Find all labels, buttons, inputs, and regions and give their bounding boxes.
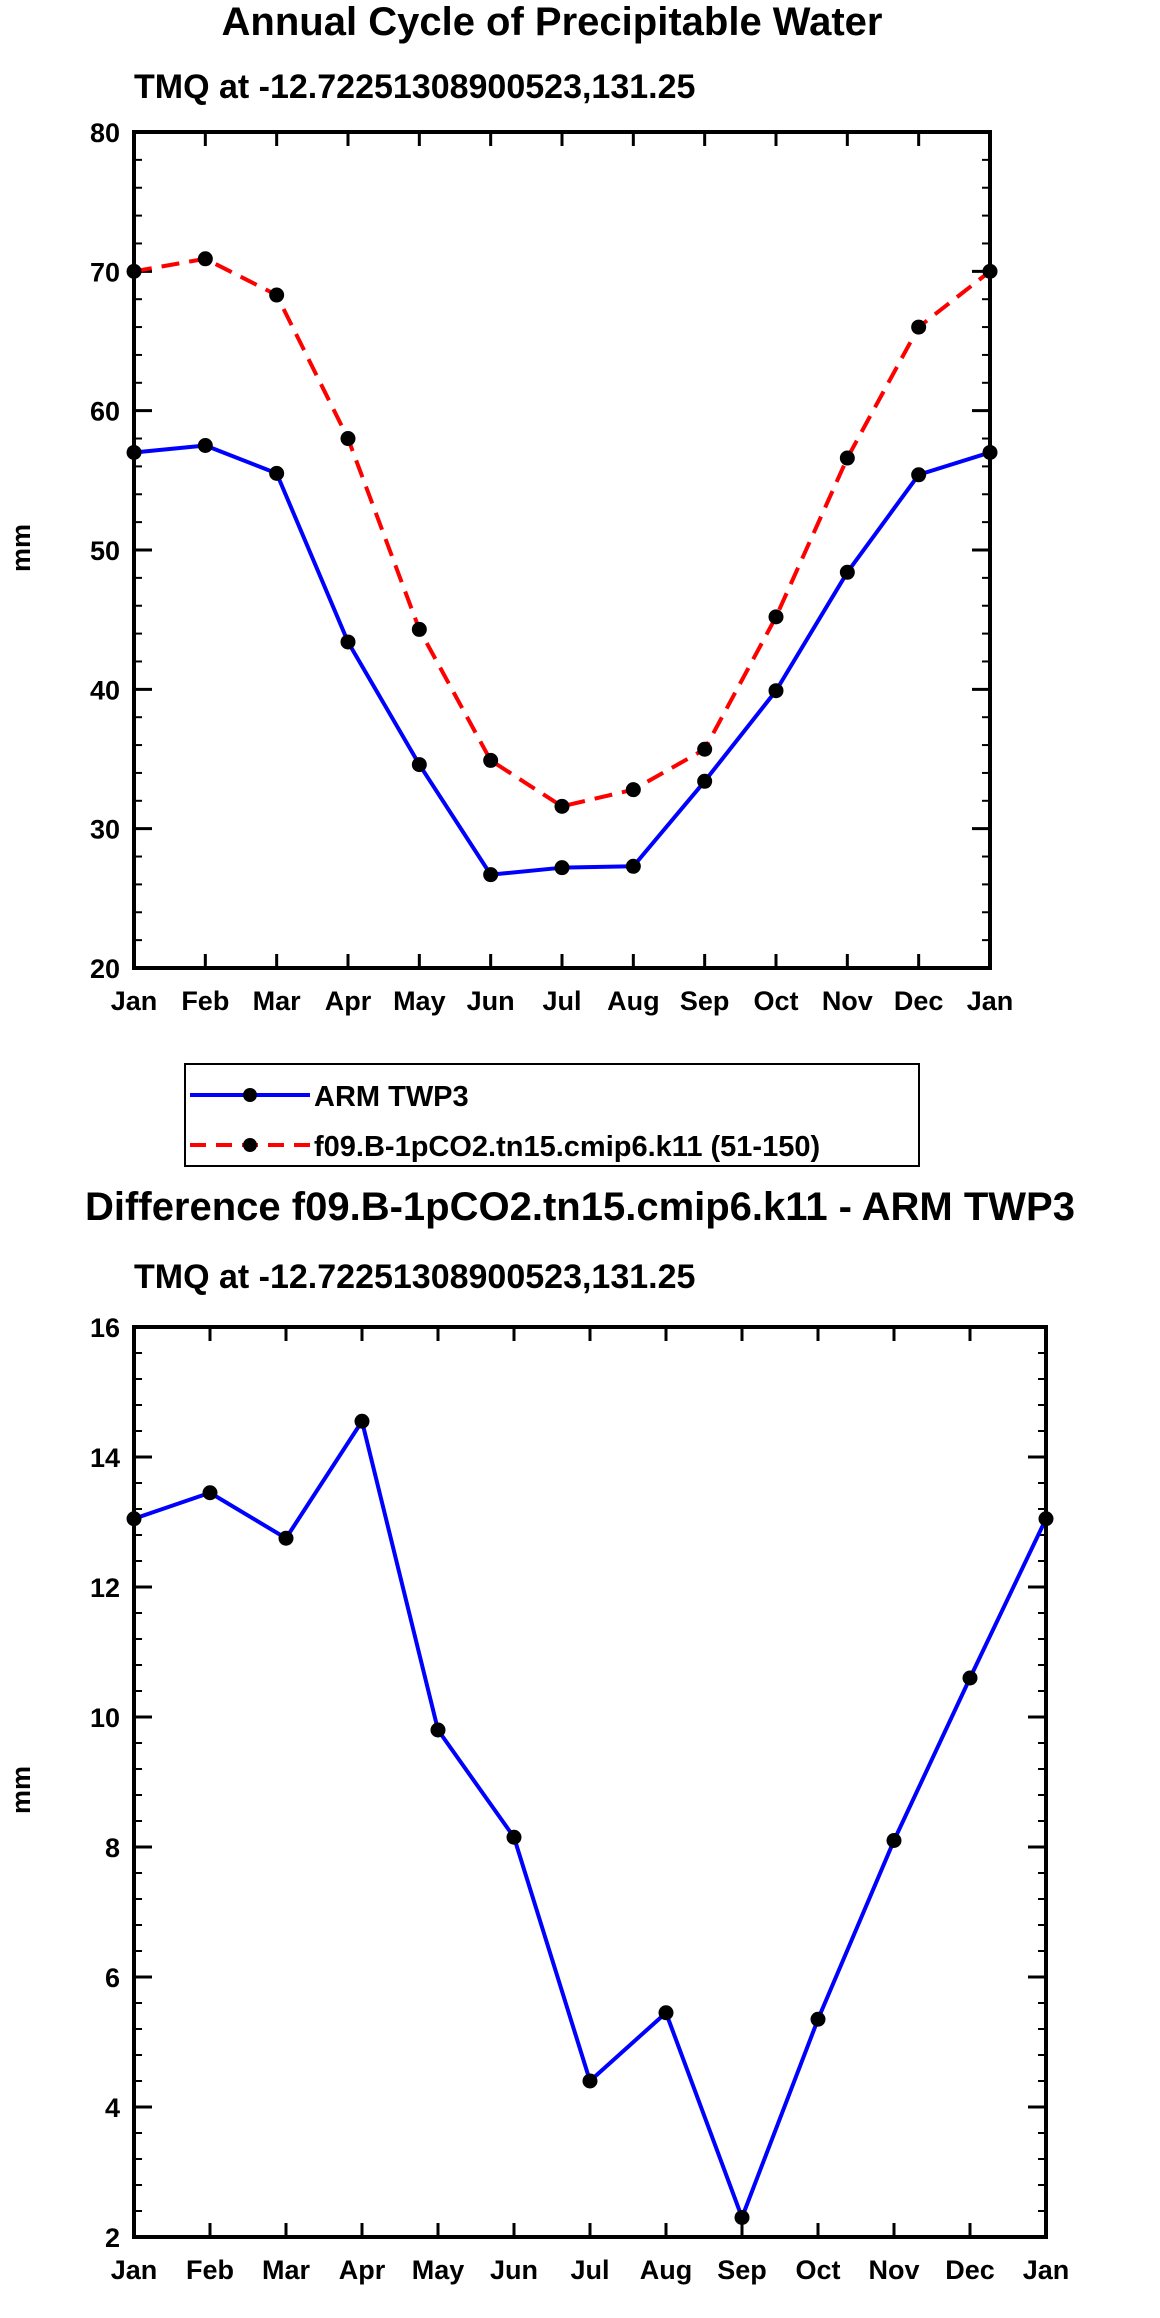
chart1-subtitle: TMQ at -12.72251308900523,131.25: [134, 68, 695, 106]
x-tick-label: Oct: [795, 2255, 840, 2285]
x-tick-label: Dec: [894, 986, 944, 1016]
data-point: [340, 634, 356, 650]
data-point: [768, 609, 784, 625]
data-point: [506, 1829, 522, 1845]
x-tick-label: Aug: [640, 2255, 692, 2285]
y-tick-label: 8: [105, 1833, 120, 1863]
x-tick-label: Dec: [945, 2255, 995, 2285]
data-point: [734, 2210, 750, 2225]
series-line-0: [133, 1419, 1048, 2220]
data-point: [810, 2011, 826, 2027]
data-point: [430, 1722, 446, 1738]
data-point: [697, 741, 713, 757]
x-tick-label: Feb: [186, 2255, 234, 2285]
legend-marker-model: [243, 1138, 257, 1152]
x-tick-label: Jul: [570, 2255, 609, 2285]
data-point: [658, 2005, 674, 2021]
data-point: [839, 564, 855, 580]
data-point: [411, 621, 427, 637]
chart1-axes: Jan Feb Mar Apr May Jun Jul Aug Sep Oct Nov Dec Jan2…: [90, 118, 1013, 1016]
chart2-plot-frame: [132, 1325, 1048, 2239]
data-point: [886, 1833, 902, 1848]
chart2-series: [126, 1413, 1054, 2225]
chart1-title: Annual Cycle of Precipitable Water: [222, 0, 883, 44]
y-tick-label: 14: [90, 1443, 120, 1473]
x-tick-label: Mar: [262, 2255, 311, 2285]
chart1-plot-frame: [132, 130, 992, 970]
data-point: [197, 438, 213, 453]
x-tick-label: Mar: [253, 986, 302, 1016]
x-tick-label: Jan: [111, 2255, 158, 2285]
series-line-1: [133, 256, 992, 809]
data-point: [269, 465, 285, 481]
y-tick-label: 12: [90, 1573, 120, 1603]
y-tick-label: 50: [90, 536, 120, 566]
data-point: [911, 467, 927, 483]
data-point: [625, 858, 641, 874]
chart1-ylabel: mm: [6, 524, 36, 572]
data-point: [911, 319, 927, 335]
data-point: [625, 782, 641, 798]
x-tick-label: Apr: [339, 2255, 386, 2285]
x-tick-label: Aug: [607, 986, 659, 1016]
x-tick-label: Jan: [1023, 2255, 1070, 2285]
legend-label-arm: ARM TWP3: [314, 1081, 469, 1113]
x-tick-label: Jan: [967, 986, 1014, 1016]
x-tick-label: Apr: [325, 986, 372, 1016]
data-point: [697, 773, 713, 789]
data-point: [269, 287, 285, 303]
data-point: [411, 757, 427, 773]
y-tick-label: 16: [90, 1313, 120, 1343]
x-tick-label: Feb: [181, 986, 229, 1016]
y-tick-label: 2: [105, 2223, 120, 2253]
data-point: [554, 860, 570, 876]
data-point: [962, 1670, 978, 1686]
chart2-title: Difference f09.B-1pCO2.tn15.cmip6.k11 - …: [85, 1185, 1075, 1229]
data-point: [483, 867, 499, 883]
x-tick-label: Sep: [680, 986, 730, 1016]
x-tick-label: Jul: [542, 986, 581, 1016]
x-tick-label: Nov: [868, 2255, 919, 2285]
x-tick-label: Jun: [467, 986, 515, 1016]
x-tick-label: Jun: [490, 2255, 538, 2285]
y-tick-label: 40: [90, 675, 120, 705]
y-tick-label: 10: [90, 1703, 120, 1733]
legend-box: [184, 1063, 920, 1167]
data-point: [354, 1413, 370, 1429]
x-tick-label: Oct: [753, 986, 798, 1016]
legend-label-model: f09.B-1pCO2.tn15.cmip6.k11 (51-150): [314, 1131, 820, 1163]
data-point: [582, 2073, 598, 2089]
x-tick-label: May: [393, 986, 446, 1016]
data-point: [554, 798, 570, 814]
y-tick-label: 30: [90, 815, 120, 845]
y-tick-label: 4: [105, 2093, 120, 2123]
data-point: [483, 752, 499, 768]
legend-marker-arm: [243, 1088, 257, 1102]
data-point: [839, 450, 855, 466]
x-tick-label: Jan: [111, 986, 158, 1016]
data-point: [197, 251, 213, 267]
chart1-series: [126, 251, 998, 883]
x-tick-label: May: [412, 2255, 465, 2285]
y-tick-label: 80: [90, 118, 120, 148]
x-tick-label: Sep: [717, 2255, 767, 2285]
data-point: [278, 1530, 294, 1546]
y-tick-label: 20: [90, 954, 120, 984]
difference-chart: Difference f09.B-1pCO2.tn15.cmip6.k11 - …: [6, 1185, 1075, 2285]
y-tick-label: 70: [90, 257, 120, 287]
chart2-ylabel: mm: [6, 1766, 36, 1814]
y-tick-label: 6: [105, 1963, 120, 1993]
data-point: [202, 1485, 218, 1501]
annual-cycle-chart: Annual Cycle of Precipitable Water TMQ a…: [6, 0, 1013, 1167]
data-point: [340, 431, 356, 447]
chart1-legend: ARM TWP3 f09.B-1pCO2.tn15.cmip6.k11 (51-…: [184, 1063, 920, 1167]
data-point: [768, 683, 784, 699]
chart2-subtitle: TMQ at -12.72251308900523,131.25: [134, 1258, 695, 1296]
chart2-axes: Jan Feb Mar Apr May Jun Jul Aug Sep Oct Nov Dec Jan2…: [90, 1313, 1069, 2285]
y-tick-label: 60: [90, 397, 120, 427]
x-tick-label: Nov: [822, 986, 873, 1016]
